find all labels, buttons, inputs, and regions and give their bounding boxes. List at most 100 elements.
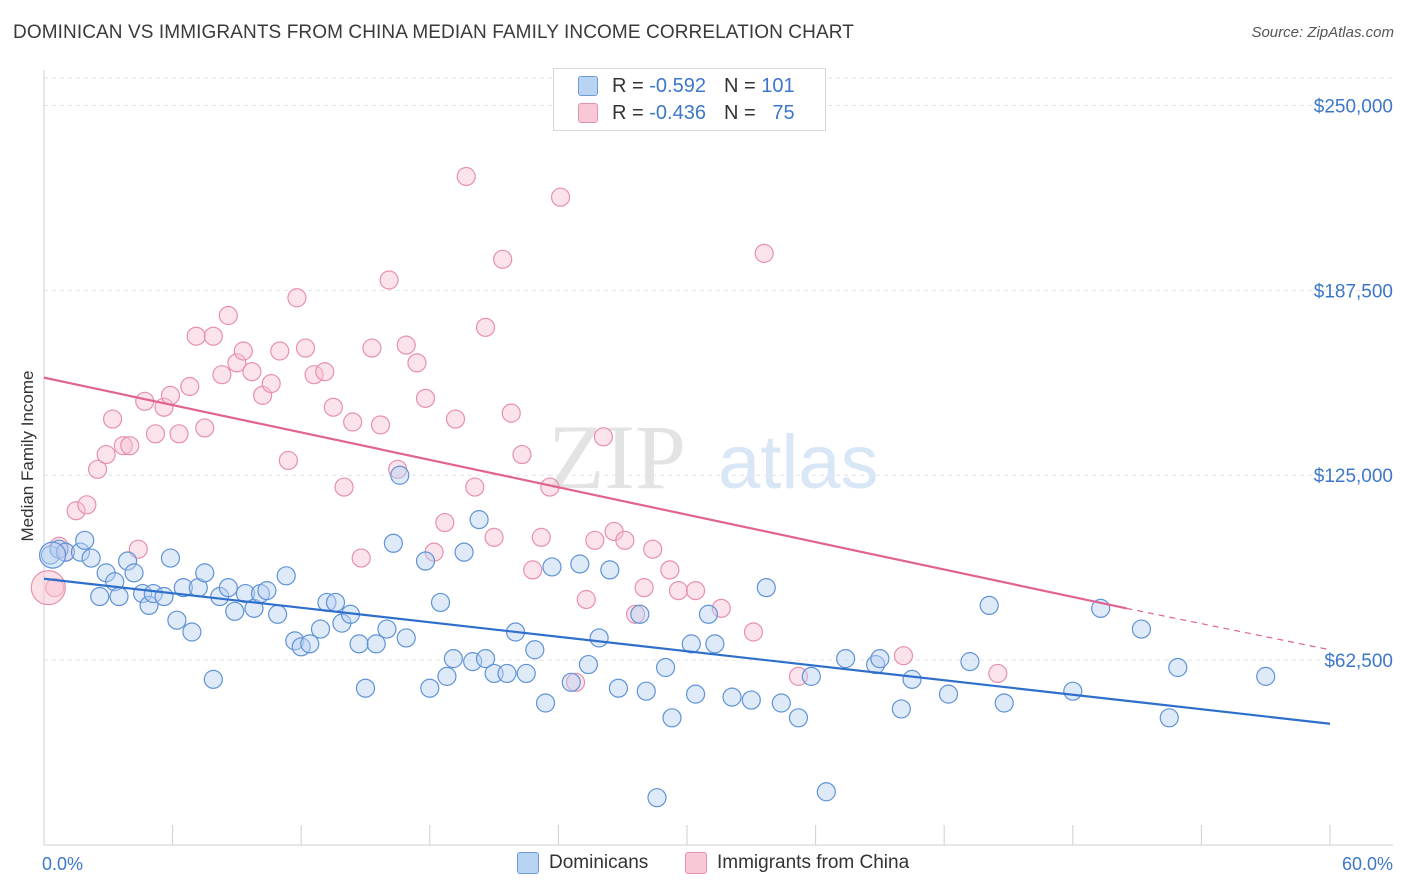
china-point <box>195 418 215 438</box>
dominican-point <box>801 666 821 686</box>
chart-source: Source: ZipAtlas.com <box>1251 24 1394 41</box>
y-tick-label: $125,000 <box>1314 466 1393 487</box>
dominican-point <box>167 610 187 630</box>
dominican-point <box>443 649 463 669</box>
china-point <box>754 243 774 263</box>
china-point <box>218 305 238 326</box>
china-point <box>203 326 223 346</box>
china-point <box>270 341 290 361</box>
china-point <box>370 415 391 435</box>
dominican-point <box>415 551 436 571</box>
legend-label-china: Immigrants from China <box>717 852 910 873</box>
dominican-point <box>355 678 376 698</box>
legend-n-label: N = <box>723 101 756 124</box>
dominican-point <box>475 649 496 669</box>
dominican-point <box>516 663 536 684</box>
dominican-point <box>1168 657 1188 678</box>
watermark-atlas: atlas <box>718 420 879 505</box>
dominican-point <box>139 595 159 616</box>
legend-n-value: 101 <box>761 74 795 97</box>
dominican-point <box>685 684 706 704</box>
legend-row-dominicans: R = -0.592 N = 101 <box>578 73 795 99</box>
china-point <box>660 560 680 580</box>
dominican-point <box>38 541 67 569</box>
china-point <box>512 444 532 465</box>
y-tick-label: $187,500 <box>1314 281 1393 302</box>
dominican-point <box>90 586 110 607</box>
dominican-point <box>681 634 701 654</box>
dominican-point <box>816 782 836 802</box>
chart-title: DOMINICAN VS IMMIGRANTS FROM CHINA MEDIA… <box>13 22 854 43</box>
dominican-point <box>979 595 999 616</box>
y-tick-labels: $62,500 $125,000 $187,500 $250,000 <box>1314 96 1393 672</box>
dominican-point <box>257 581 277 601</box>
dominican-point <box>1159 708 1179 728</box>
dominican-point <box>960 652 980 672</box>
china-point <box>643 539 663 559</box>
x-tick-label-min: 0.0% <box>42 854 83 874</box>
dominican-point <box>891 699 911 719</box>
dominican-point <box>160 548 181 568</box>
china-point <box>396 335 416 355</box>
dominican-point <box>70 542 91 562</box>
dominican-point <box>870 649 890 669</box>
dominican-point <box>698 604 719 624</box>
y-tick-label: $250,000 <box>1314 96 1393 117</box>
dominican-point <box>1256 666 1276 686</box>
dominican-point <box>542 557 562 577</box>
dominican-point <box>756 578 776 598</box>
china-point <box>576 589 596 610</box>
china-point <box>634 578 654 598</box>
dominican-point <box>349 634 369 654</box>
china-point <box>30 570 66 606</box>
china-point <box>77 495 97 515</box>
dominican-point <box>600 560 620 580</box>
stats-legend: R = -0.592 N = 101 R = -0.436 N = 75 <box>553 68 826 131</box>
dominican-point <box>705 634 725 654</box>
dominican-point <box>655 657 676 678</box>
china-point <box>445 409 466 429</box>
dominican-point <box>535 693 556 713</box>
dominican-point <box>662 708 682 728</box>
legend-label-dominicans: Dominicans <box>549 852 649 873</box>
china-point <box>145 424 166 444</box>
china-point <box>227 353 247 373</box>
china-point <box>304 365 324 385</box>
dominican-point <box>454 542 474 562</box>
china-point <box>685 581 706 601</box>
china-point <box>102 409 123 429</box>
x-tick-label-max: 60.0% <box>1342 854 1393 874</box>
china-point <box>593 427 614 447</box>
dominican-point <box>836 649 856 669</box>
watermark: ZIP atlas <box>548 406 879 508</box>
dominican-point <box>938 684 959 704</box>
dominican-point <box>771 693 791 713</box>
dominican-point <box>383 533 403 553</box>
dominican-point <box>741 690 761 710</box>
dominican-point <box>630 604 650 624</box>
dominican-point <box>154 586 174 607</box>
china-point <box>435 512 455 533</box>
china-point <box>128 539 148 559</box>
dominican-point <box>636 681 656 701</box>
china-point <box>351 548 371 568</box>
china-point <box>379 270 399 290</box>
dominican-point <box>1063 681 1083 701</box>
china-point <box>988 663 1008 684</box>
china-point <box>625 604 646 624</box>
legend-r-label: R = <box>612 74 644 97</box>
dominican-point <box>647 788 667 808</box>
legend-item-dominicans[interactable]: Dominicans <box>517 852 648 874</box>
dominican-point <box>561 672 581 692</box>
dominican-point <box>310 619 331 639</box>
legend-item-china[interactable]: Immigrants from China <box>685 852 909 874</box>
dominican-point <box>366 634 386 654</box>
china-point <box>323 397 343 417</box>
china-point <box>87 459 108 479</box>
legend-swatch-blue <box>578 76 598 96</box>
dominican-point <box>143 583 163 604</box>
dominican-point <box>608 678 629 698</box>
china-point <box>362 338 382 358</box>
china-point <box>550 187 571 207</box>
